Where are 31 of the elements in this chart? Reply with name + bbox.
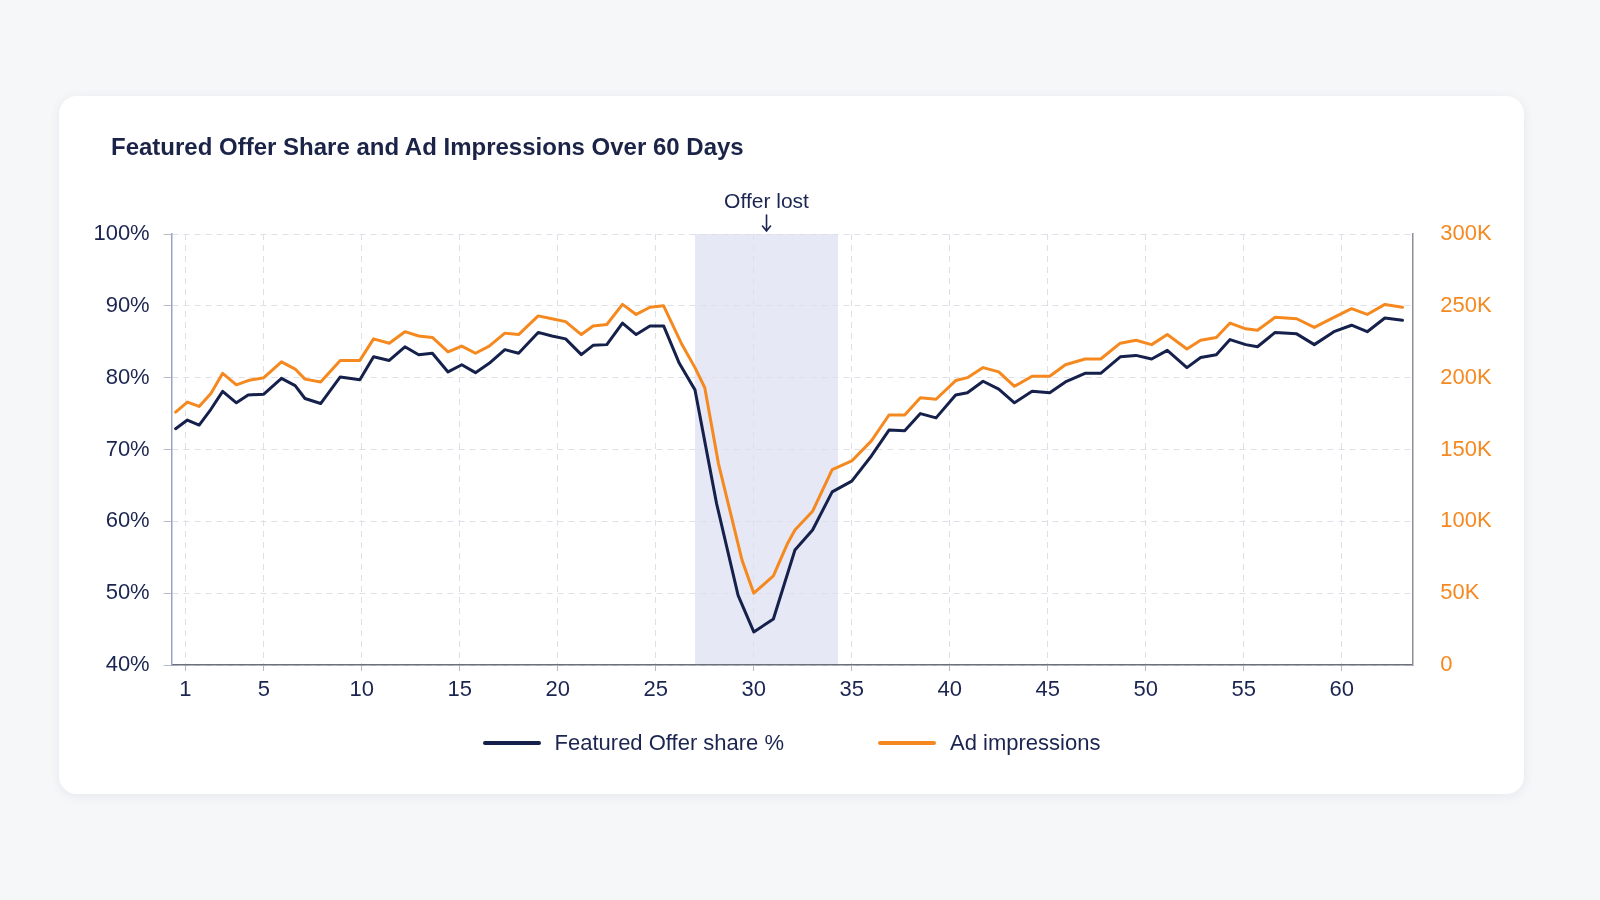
y2-tick-label: 150K <box>1440 435 1493 461</box>
y2-tick-label: 300K <box>1440 220 1493 246</box>
y-tick-label: 50% <box>105 579 150 605</box>
x-tick-label: 1 <box>179 676 192 702</box>
x-tick-label: 10 <box>349 676 375 702</box>
y-tick-label: 80% <box>105 363 150 389</box>
legend-label: Featured Offer share % <box>554 730 785 756</box>
y-tick-label: 100% <box>93 220 150 246</box>
band-label: Offer lost <box>724 188 810 212</box>
x-tick-label: 25 <box>643 676 669 702</box>
x-tick-label: 15 <box>447 676 473 702</box>
y2-tick-label: 200K <box>1440 363 1493 389</box>
x-tick-label: 35 <box>839 676 865 702</box>
x-tick-label: 50 <box>1133 676 1158 702</box>
y-tick-label: 60% <box>105 507 150 533</box>
y2-tick-label: 250K <box>1440 291 1493 317</box>
y2-tick-label: 100K <box>1440 507 1493 533</box>
y2-tick-label: 0 <box>1440 651 1453 677</box>
x-tick-label: 20 <box>545 676 571 702</box>
x-tick-label: 40 <box>937 676 963 702</box>
x-tick-label: 45 <box>1035 676 1061 702</box>
chart-title: Featured Offer Share and Ad Impressions Over 60 Days <box>111 132 744 162</box>
legend-label: Ad impressions <box>950 730 1101 756</box>
x-tick-label: 30 <box>741 676 767 702</box>
y2-tick-label: 50K <box>1440 579 1480 605</box>
y-tick-label: 40% <box>105 651 150 677</box>
y-tick-label: 70% <box>105 435 150 461</box>
x-tick-label: 55 <box>1231 676 1256 702</box>
y-tick-label: 90% <box>105 291 150 317</box>
x-tick-label: 60 <box>1329 676 1354 702</box>
x-tick-label: 5 <box>257 676 270 702</box>
